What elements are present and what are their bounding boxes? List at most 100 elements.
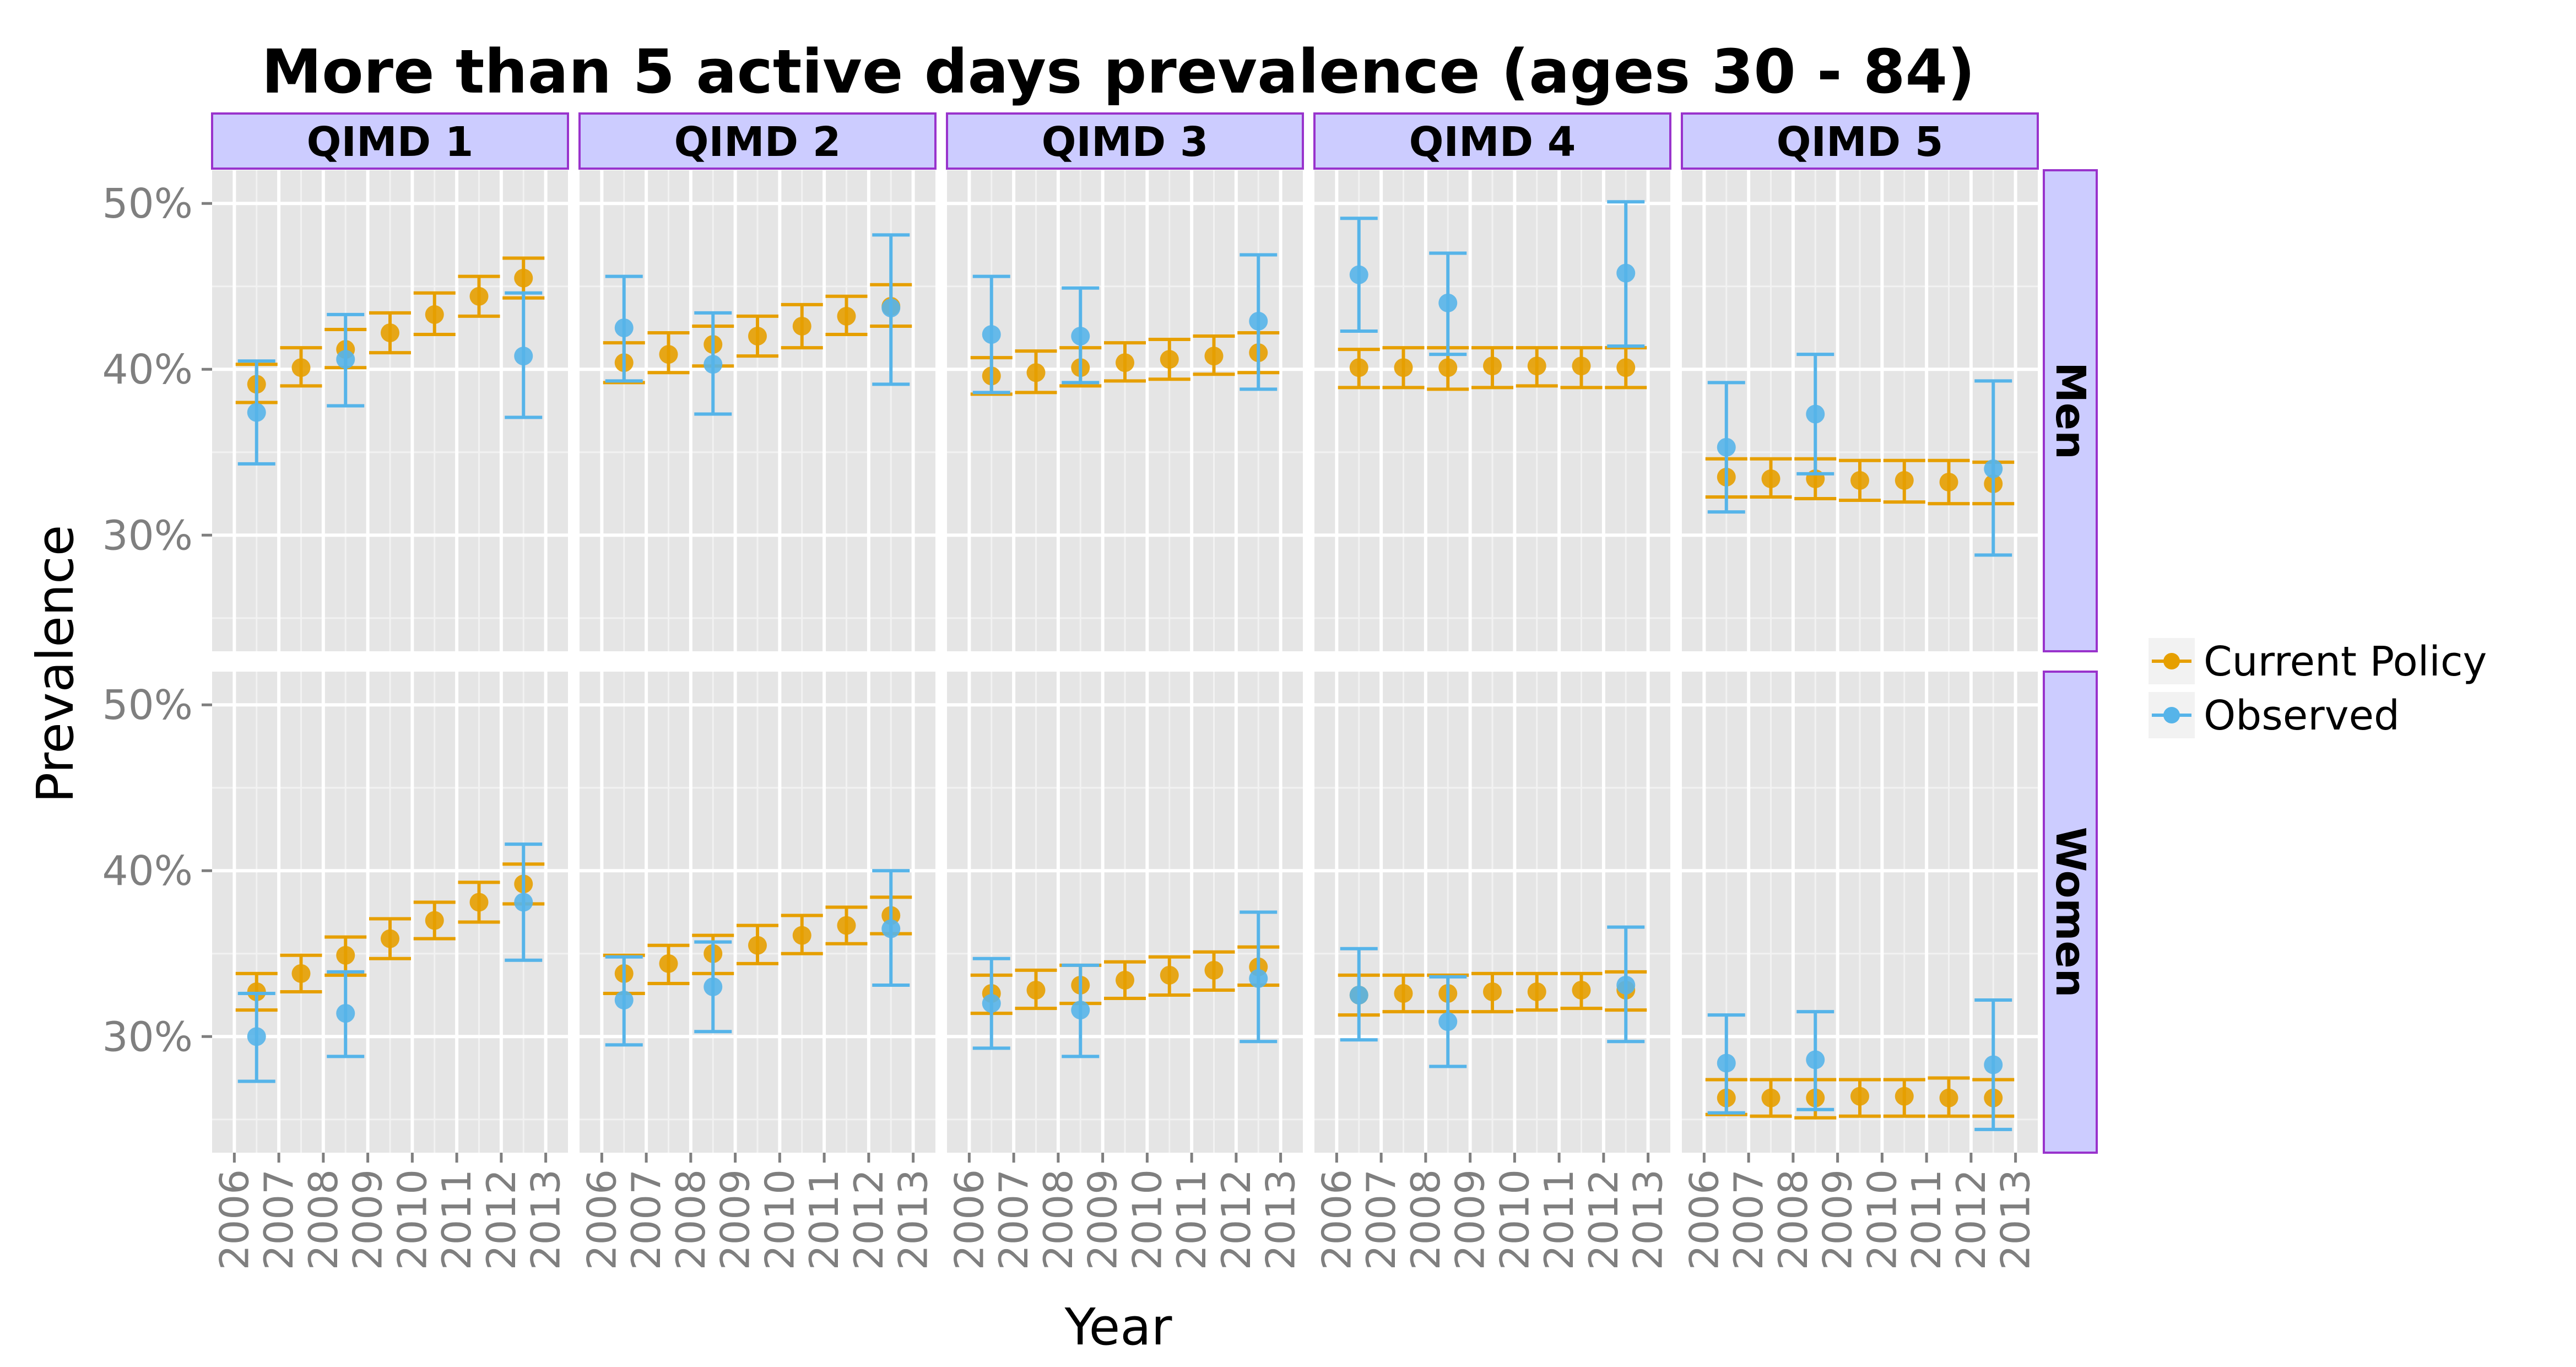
observed-point [247, 403, 266, 422]
x-tick-label: 2007 [623, 1169, 669, 1270]
current-policy-point [469, 287, 489, 306]
current-policy-point [1438, 358, 1458, 377]
column-strip-label: QIMD 5 [1777, 118, 1944, 166]
facet-panel [212, 170, 568, 651]
observed-point [982, 325, 1001, 344]
column-strip-label: QIMD 1 [307, 118, 474, 166]
observed-point [1071, 327, 1090, 346]
current-policy-point [1939, 472, 1958, 491]
current-policy-point [837, 916, 856, 935]
current-policy-point [1160, 350, 1179, 369]
observed-point [1349, 265, 1368, 284]
observed-point [1438, 1012, 1458, 1031]
facet-panel [212, 672, 568, 1153]
facet-panel [947, 672, 1303, 1153]
facet-panel [580, 170, 935, 651]
observed-point [1806, 1050, 1825, 1069]
current-policy-point [425, 911, 444, 930]
current-policy-point [381, 929, 399, 948]
facet-panel [1682, 170, 2038, 651]
observed-point [514, 347, 533, 366]
row-facet-strips: Men Women [2043, 169, 2098, 1154]
observed-point [703, 977, 723, 996]
x-tick-label: 2006 [211, 1169, 257, 1270]
observed-point [1616, 975, 1636, 995]
current-policy-point [514, 268, 533, 288]
x-tick-label: 2006 [578, 1169, 625, 1270]
x-tick-label: 2012 [1581, 1169, 1627, 1270]
current-policy-point [1394, 358, 1413, 377]
x-tick-label: 2013 [1625, 1169, 1671, 1270]
current-policy-point [1394, 984, 1413, 1003]
current-policy-point [1616, 358, 1636, 377]
chart-title: More than 5 active days prevalence (ages… [262, 36, 1976, 107]
current-policy-point [1483, 982, 1502, 1001]
x-tick-label: 2011 [434, 1169, 480, 1270]
facet-panel [947, 170, 1303, 651]
y-tick-label: 30% [102, 512, 193, 559]
y-axis-title: Prevalence [26, 525, 85, 803]
observed-point [1249, 969, 1268, 988]
observed-point [1717, 1053, 1736, 1073]
observed-point [247, 1027, 266, 1046]
x-tick-label: 2007 [1725, 1169, 1772, 1270]
column-strip [1313, 112, 1671, 170]
x-tick-label: 2010 [756, 1169, 803, 1270]
observed-point [614, 991, 634, 1010]
observed-point [1249, 311, 1268, 331]
current-policy-point [425, 305, 444, 324]
x-tick-label: 2012 [1948, 1169, 1994, 1270]
x-tick-label: 2010 [1124, 1169, 1170, 1270]
observed-point [614, 318, 634, 337]
observed-point [1438, 293, 1458, 312]
x-tick-label: 2007 [256, 1169, 302, 1270]
x-tick-label: 2009 [345, 1169, 391, 1270]
column-strip [211, 112, 569, 170]
current-policy-point [1895, 471, 1914, 490]
observed-point [336, 350, 355, 369]
column-strip-label: QIMD 3 [1042, 118, 1209, 166]
x-tick-label: 2011 [1168, 1169, 1215, 1270]
observed-point [1984, 1055, 2003, 1074]
current-policy-point [1116, 970, 1134, 990]
observed-point [703, 355, 723, 374]
current-policy-point [291, 358, 311, 377]
x-tick-label: 2008 [1403, 1169, 1449, 1270]
column-strip-label: QIMD 2 [674, 118, 841, 166]
current-policy-point [1204, 347, 1224, 366]
facet-panel [1314, 672, 1670, 1153]
current-policy-point [1204, 960, 1224, 980]
x-tick-label: 2011 [801, 1169, 847, 1270]
observed-point [1616, 263, 1636, 283]
observed-point [1806, 404, 1825, 424]
legend-label: Current Policy [2204, 638, 2487, 685]
row-strip [2043, 671, 2098, 1154]
y-tick-label: 50% [102, 682, 193, 729]
column-strip [946, 112, 1304, 170]
current-policy-point [1527, 982, 1546, 1001]
x-tick-label: 2009 [1080, 1169, 1126, 1270]
current-policy-point [469, 893, 489, 912]
current-policy-point [748, 327, 767, 346]
observed-point [1349, 986, 1368, 1005]
row-strip-label: Women [2047, 827, 2094, 998]
current-policy-point [792, 926, 811, 945]
facet-panel [580, 672, 935, 1153]
current-policy-point [1895, 1087, 1914, 1106]
x-tick-label: 2008 [1035, 1169, 1081, 1270]
x-tick-label: 2006 [1313, 1169, 1360, 1270]
x-tick-label: 2010 [1491, 1169, 1538, 1270]
x-tick-label: 2012 [1213, 1169, 1259, 1270]
x-tick-label: 2008 [1770, 1169, 1816, 1270]
x-tick-label: 2010 [389, 1169, 435, 1270]
x-tick-label: 2006 [946, 1169, 992, 1270]
x-tick-label: 2013 [1993, 1169, 2039, 1270]
observed-point [881, 919, 901, 938]
y-tick-label: 40% [102, 847, 193, 895]
current-policy-point [1026, 363, 1046, 382]
x-tick-label: 2008 [668, 1169, 714, 1270]
y-tick-label: 50% [102, 180, 193, 228]
observed-point [1717, 437, 1736, 457]
facet-panel [1682, 672, 2038, 1153]
